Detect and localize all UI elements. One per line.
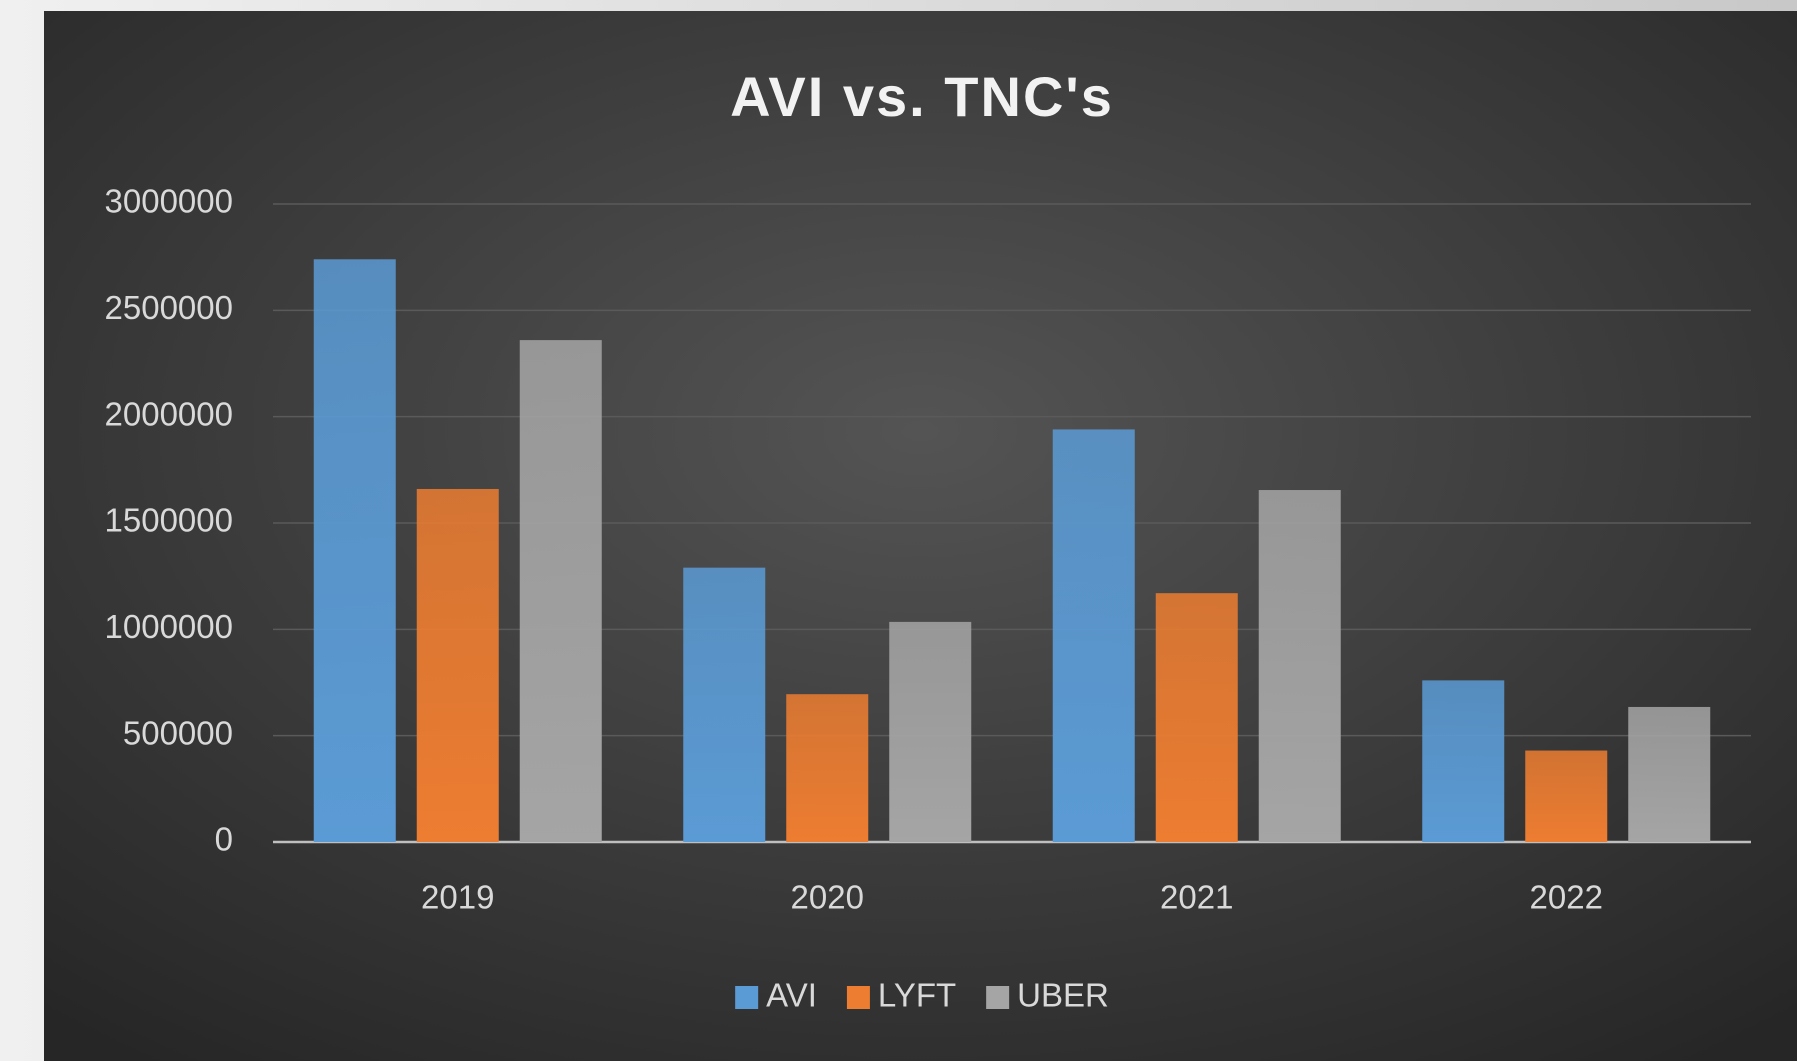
legend-swatch [986, 986, 1010, 1009]
y-tick-label: 0 [215, 821, 233, 858]
legend-label: UBER [1017, 977, 1109, 1014]
bar [1422, 680, 1505, 842]
bar [313, 259, 396, 842]
bar [683, 567, 766, 842]
bar [1258, 490, 1341, 842]
y-tick-label: 500000 [123, 714, 233, 751]
x-tick-label: 2020 [791, 879, 864, 916]
x-tick-label: 2022 [1530, 879, 1603, 916]
bar [889, 621, 972, 842]
legend-swatch [846, 986, 870, 1009]
y-tick-label: 1000000 [105, 608, 233, 645]
bar [1155, 593, 1238, 842]
bar [1525, 750, 1608, 842]
bar [416, 488, 499, 842]
bar [1628, 706, 1711, 842]
y-tick-label: 3000000 [105, 183, 233, 220]
legend-label: LYFT [878, 977, 956, 1014]
bar [519, 340, 602, 842]
legend-label: AVI [766, 977, 817, 1014]
y-tick-label: 2000000 [105, 395, 233, 432]
legend: AVI LYFT UBER [735, 977, 1109, 1014]
chart-title: AVI vs. TNC's [730, 65, 1114, 128]
y-tick-label: 1500000 [105, 502, 233, 539]
x-tick-label: 2019 [421, 879, 494, 916]
x-tick-label: 2021 [1160, 879, 1233, 916]
legend-swatch [735, 986, 759, 1009]
y-tick-label: 2500000 [105, 289, 233, 326]
bar [1052, 429, 1135, 842]
bar [786, 694, 869, 842]
